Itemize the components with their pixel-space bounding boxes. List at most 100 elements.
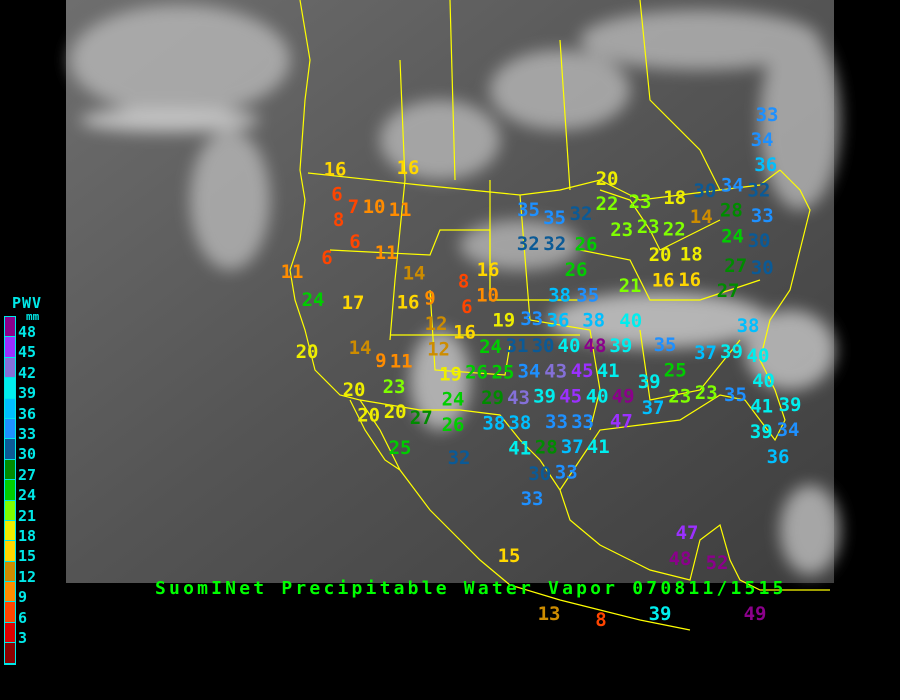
station-pwv-value: 34 [518, 360, 541, 382]
station-pwv-value: 40 [747, 345, 770, 367]
station-pwv-value: 26 [565, 259, 588, 281]
station-pwv-value: 14 [349, 337, 372, 359]
station-pwv-value: 6 [349, 231, 360, 253]
station-pwv-value: 37 [561, 436, 584, 458]
station-pwv-value: 20 [296, 341, 319, 363]
state-border [559, 39, 571, 191]
state-border [449, 0, 456, 181]
state-border [329, 229, 580, 301]
station-pwv-value: 23 [668, 385, 691, 407]
legend-swatch [5, 459, 15, 481]
station-pwv-value: 37 [694, 342, 717, 364]
station-pwv-value: 11 [390, 350, 413, 372]
station-pwv-value: 39 [638, 371, 661, 393]
legend-swatch [5, 643, 15, 664]
station-pwv-value: 38 [582, 310, 605, 332]
station-pwv-value: 18 [663, 187, 686, 209]
legend-swatch [5, 480, 15, 501]
legend-swatch [5, 561, 15, 583]
station-pwv-value: 31 [506, 335, 529, 357]
legend-swatch [5, 622, 15, 644]
station-pwv-value: 24 [479, 336, 502, 358]
legend-unit: mm [26, 310, 40, 323]
station-pwv-value: 23 [637, 216, 660, 238]
station-pwv-value: 25 [492, 362, 515, 384]
legend-tick-label: 33 [18, 425, 37, 443]
station-pwv-value: 39 [750, 421, 773, 443]
legend-tick-label: 42 [18, 363, 37, 382]
station-pwv-value: 16 [453, 321, 476, 343]
canada-us-border [307, 169, 781, 201]
station-pwv-value: 41 [597, 360, 620, 382]
station-pwv-value: 38 [508, 412, 531, 434]
legend-tick-label: 36 [18, 404, 37, 423]
legend-color-bar [4, 316, 16, 665]
station-pwv-value: 48 [669, 548, 692, 570]
legend-tick-label: 6 [18, 608, 28, 627]
station-pwv-value: 27 [724, 255, 747, 277]
station-pwv-value: 29 [481, 387, 504, 409]
station-pwv-value: 26 [442, 414, 465, 436]
station-pwv-value: 16 [678, 269, 701, 291]
station-pwv-value: 38 [548, 284, 571, 306]
station-pwv-value: 35 [654, 334, 677, 356]
station-pwv-value: 24 [721, 225, 744, 247]
station-pwv-value: 6 [331, 184, 342, 206]
station-pwv-value: 33 [520, 308, 543, 330]
station-pwv-value: 40 [586, 385, 609, 407]
station-pwv-value: 33 [555, 461, 578, 483]
station-pwv-value: 24 [442, 389, 465, 411]
station-pwv-value: 25 [389, 437, 412, 459]
station-pwv-value: 20 [357, 405, 380, 427]
station-pwv-value: 41 [508, 438, 531, 460]
legend-swatch [5, 439, 15, 460]
legend-tick-label: 27 [18, 465, 37, 484]
station-pwv-value: 8 [458, 271, 469, 293]
station-pwv-value: 38 [737, 315, 760, 337]
station-pwv-value: 9 [424, 288, 435, 310]
legend-swatch [5, 541, 15, 562]
map-title: SuomINet Precipitable Water Vapor 070811… [155, 578, 787, 599]
station-pwv-value: 30 [748, 230, 771, 252]
pacific-coastline [289, 0, 691, 631]
station-pwv-value: 10 [476, 284, 499, 306]
station-pwv-value: 34 [777, 419, 800, 441]
station-pwv-value: 30 [528, 463, 551, 485]
legend-swatch [5, 398, 15, 419]
station-pwv-value: 28 [535, 436, 558, 458]
station-pwv-value: 41 [587, 436, 610, 458]
legend-tick-label: 21 [18, 506, 37, 525]
station-pwv-value: 12 [427, 338, 450, 360]
station-pwv-value: 19 [439, 364, 462, 386]
legend-tick-label: 15 [18, 547, 37, 566]
station-pwv-value: 32 [570, 203, 593, 225]
station-pwv-value: 33 [756, 104, 779, 126]
legend-tick-label: 48 [18, 323, 37, 341]
station-pwv-value: 36 [547, 310, 570, 332]
legend-swatch [5, 418, 15, 440]
station-pwv-value: 19 [492, 310, 515, 332]
station-pwv-value: 20 [596, 168, 619, 190]
station-pwv-value: 38 [482, 412, 505, 434]
legend-swatch [5, 337, 15, 358]
station-pwv-value: 16 [397, 157, 420, 179]
station-pwv-value: 12 [425, 313, 448, 335]
legend-swatch [5, 582, 15, 603]
station-pwv-value: 8 [595, 609, 606, 631]
station-pwv-value: 13 [538, 603, 561, 625]
station-pwv-value: 17 [342, 292, 365, 314]
legend-swatch [5, 520, 15, 542]
station-pwv-value: 6 [461, 296, 472, 318]
station-pwv-value: 10 [363, 196, 386, 218]
station-pwv-value: 16 [397, 291, 420, 313]
station-pwv-value: 45 [571, 360, 594, 382]
station-pwv-value: 35 [543, 207, 566, 229]
station-pwv-value: 49 [612, 385, 635, 407]
baja-coastline [349, 399, 401, 471]
station-pwv-value: 27 [717, 280, 740, 302]
station-pwv-value: 40 [558, 335, 581, 357]
station-pwv-value: 23 [383, 376, 406, 398]
